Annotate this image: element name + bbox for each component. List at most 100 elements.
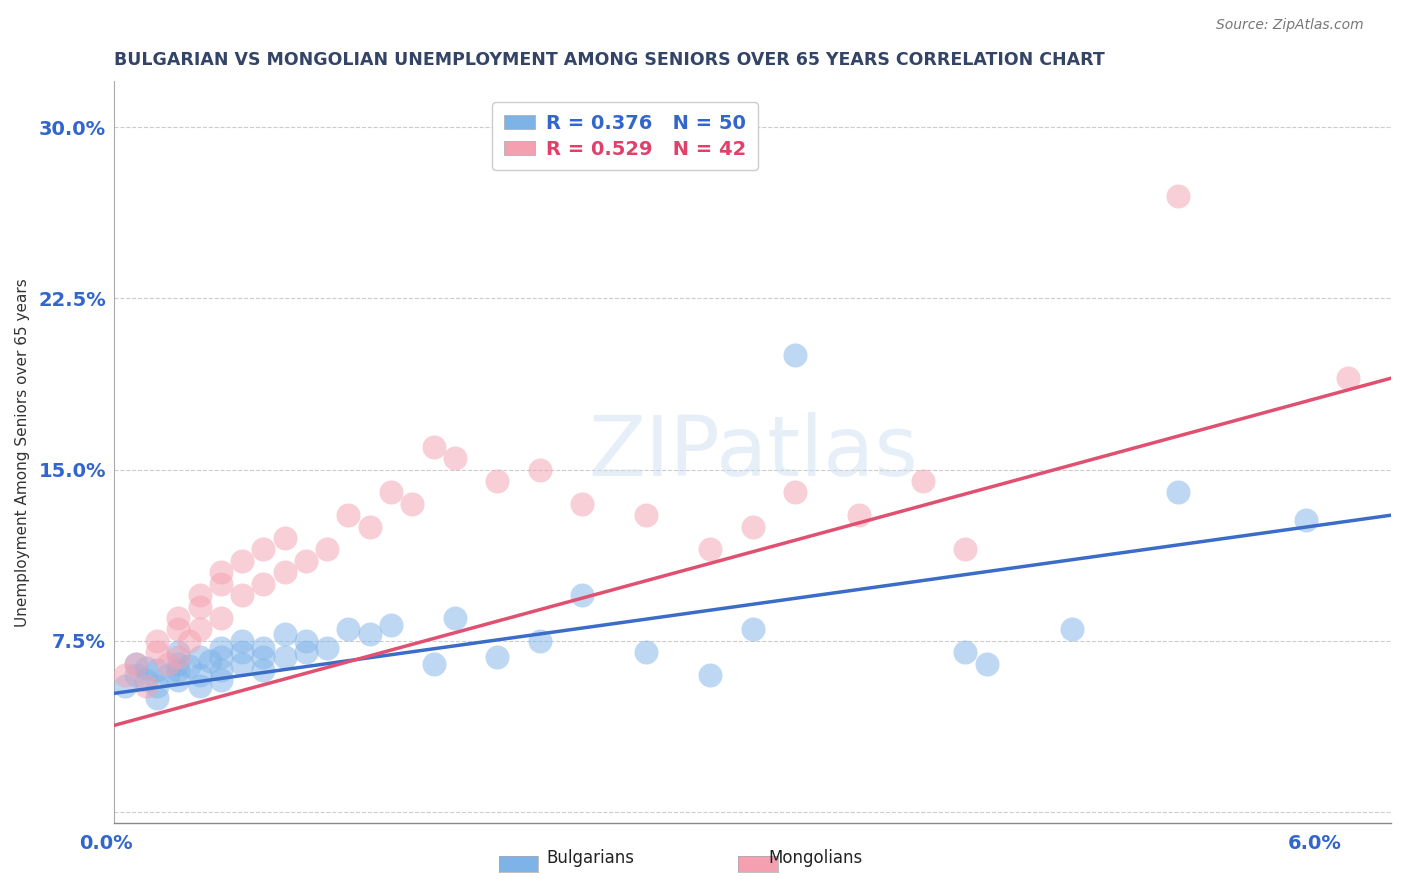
Point xyxy=(636,508,658,523)
Point xyxy=(114,668,136,682)
Point xyxy=(135,673,157,687)
Point xyxy=(337,623,360,637)
Point xyxy=(156,668,179,682)
Point xyxy=(167,611,190,625)
Point xyxy=(273,649,295,664)
Point xyxy=(359,627,381,641)
Point xyxy=(231,645,253,659)
Point xyxy=(1295,513,1317,527)
Point xyxy=(699,542,721,557)
Point xyxy=(167,657,190,671)
Text: Mongolians: Mongolians xyxy=(768,849,863,867)
Text: 0.0%: 0.0% xyxy=(79,834,132,853)
Point xyxy=(146,664,169,678)
Point xyxy=(125,668,148,682)
Legend: R = 0.376   N = 50, R = 0.529   N = 42: R = 0.376 N = 50, R = 0.529 N = 42 xyxy=(492,103,758,170)
Text: BULGARIAN VS MONGOLIAN UNEMPLOYMENT AMONG SENIORS OVER 65 YEARS CORRELATION CHAR: BULGARIAN VS MONGOLIAN UNEMPLOYMENT AMON… xyxy=(114,51,1105,69)
Point xyxy=(135,680,157,694)
Point xyxy=(188,599,211,614)
Point xyxy=(571,588,593,602)
Point xyxy=(125,657,148,671)
Point xyxy=(316,542,339,557)
Point xyxy=(422,657,444,671)
Point xyxy=(316,640,339,655)
Point xyxy=(911,474,934,488)
Y-axis label: Unemployment Among Seniors over 65 years: Unemployment Among Seniors over 65 years xyxy=(15,278,30,627)
Point xyxy=(188,668,211,682)
Point xyxy=(785,485,807,500)
Point xyxy=(571,497,593,511)
Text: Source: ZipAtlas.com: Source: ZipAtlas.com xyxy=(1216,19,1364,32)
Point xyxy=(380,485,402,500)
Text: 6.0%: 6.0% xyxy=(1288,834,1341,853)
Point xyxy=(146,680,169,694)
Point xyxy=(125,657,148,671)
Point xyxy=(955,542,977,557)
Point xyxy=(231,633,253,648)
Point xyxy=(167,664,190,678)
Point xyxy=(337,508,360,523)
Point xyxy=(252,542,274,557)
Point xyxy=(146,645,169,659)
Point xyxy=(1337,371,1360,385)
Point xyxy=(529,462,551,476)
Point xyxy=(231,554,253,568)
Point xyxy=(209,664,232,678)
Point xyxy=(273,566,295,580)
Point xyxy=(167,623,190,637)
Point xyxy=(167,673,190,687)
Point xyxy=(1060,623,1083,637)
Point xyxy=(231,588,253,602)
Point xyxy=(955,645,977,659)
Point xyxy=(443,611,465,625)
Point xyxy=(167,649,190,664)
Point xyxy=(359,519,381,533)
Point xyxy=(252,576,274,591)
Point xyxy=(156,657,179,671)
Point xyxy=(486,474,509,488)
Point xyxy=(198,654,221,668)
Text: Bulgarians: Bulgarians xyxy=(547,849,634,867)
Point xyxy=(1167,485,1189,500)
Point xyxy=(231,657,253,671)
Point xyxy=(188,588,211,602)
Point xyxy=(209,566,232,580)
Point xyxy=(146,690,169,705)
Point xyxy=(295,645,318,659)
Point xyxy=(209,649,232,664)
Point xyxy=(295,554,318,568)
Point xyxy=(699,668,721,682)
Point xyxy=(177,633,200,648)
Point xyxy=(741,519,763,533)
Point xyxy=(529,633,551,648)
Point xyxy=(486,649,509,664)
Point xyxy=(167,645,190,659)
Point xyxy=(848,508,870,523)
Point xyxy=(252,664,274,678)
Point xyxy=(422,440,444,454)
Point xyxy=(114,680,136,694)
Point xyxy=(252,649,274,664)
Point xyxy=(188,680,211,694)
Point xyxy=(741,623,763,637)
Point xyxy=(295,633,318,648)
Point xyxy=(252,640,274,655)
Point xyxy=(976,657,998,671)
Point xyxy=(273,531,295,545)
Point xyxy=(209,611,232,625)
Point xyxy=(209,640,232,655)
Point xyxy=(135,661,157,675)
Point xyxy=(443,451,465,466)
Point xyxy=(209,576,232,591)
Text: ZIPatlas: ZIPatlas xyxy=(588,412,918,493)
Point xyxy=(1167,188,1189,202)
Point xyxy=(785,348,807,362)
Point xyxy=(380,617,402,632)
Point xyxy=(146,633,169,648)
Point xyxy=(401,497,423,511)
Point xyxy=(209,673,232,687)
Point xyxy=(188,623,211,637)
Point xyxy=(273,627,295,641)
Point xyxy=(188,649,211,664)
Point xyxy=(636,645,658,659)
